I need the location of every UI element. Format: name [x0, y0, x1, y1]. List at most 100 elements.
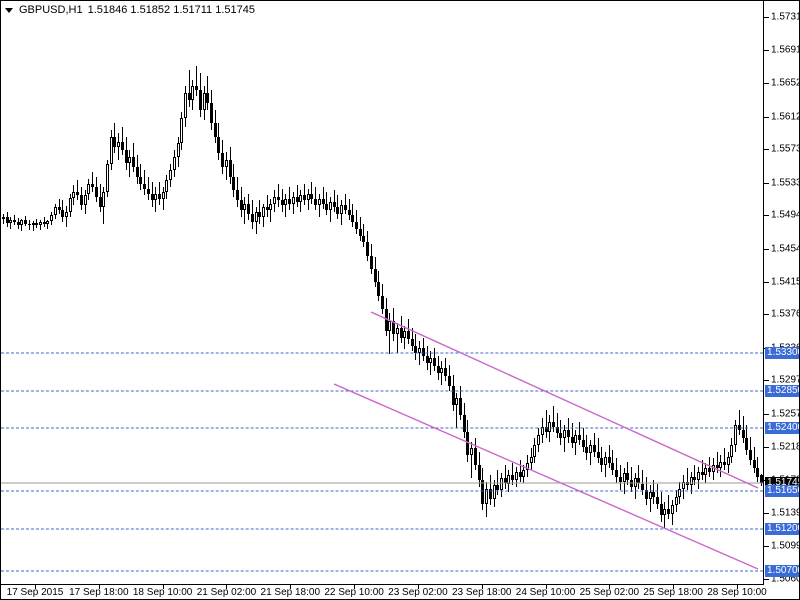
price-tick-label: 1.54150	[771, 276, 799, 288]
chart-header: GBPUSD,H1 1.51846 1.51852 1.51711 1.5174…	[5, 3, 255, 17]
candle-body-bearish	[552, 421, 555, 427]
price-tick	[764, 83, 769, 85]
candle-wick	[650, 485, 651, 512]
candle-wick	[709, 456, 710, 477]
time-tick	[737, 584, 738, 589]
candle-wick	[278, 183, 279, 208]
candle-body-bearish	[199, 89, 202, 110]
time-tick	[354, 584, 356, 589]
candle-body-bearish	[463, 414, 466, 432]
candle-body-bearish	[459, 398, 462, 415]
candle-body-bullish	[165, 180, 168, 192]
candle-body-bearish	[61, 210, 64, 218]
candle-body-bullish	[697, 471, 700, 481]
candle-body-bearish	[407, 331, 410, 340]
candle-body-bearish	[210, 103, 213, 124]
candle-body-bullish	[284, 198, 287, 206]
candle-wick	[144, 170, 145, 196]
candle-wick	[664, 501, 665, 529]
price-tick-label: 1.50990	[771, 540, 799, 552]
candle-body-bearish	[611, 463, 614, 471]
candle-wick	[47, 219, 48, 229]
price-tick-label: 1.53760	[771, 308, 799, 320]
candle-body-bearish	[195, 86, 198, 90]
candle-body-bullish	[9, 219, 12, 223]
price-level-line-1.51650[interactable]	[1, 490, 763, 492]
candle-wick	[319, 193, 320, 218]
candle-body-bullish	[72, 191, 75, 198]
candle-body-bullish	[262, 207, 265, 218]
candle-body-bullish	[388, 320, 391, 332]
candle-body-bearish	[370, 255, 373, 270]
price-tick	[764, 182, 769, 184]
candle-wick	[430, 351, 431, 375]
candle-wick	[21, 218, 22, 231]
candle-body-bearish	[585, 446, 588, 454]
candle-body-bullish	[39, 222, 42, 225]
price-tick	[764, 546, 769, 548]
price-tick-label: 1.51390	[771, 507, 799, 519]
candle-wick	[129, 150, 130, 177]
candle-body-bearish	[158, 193, 161, 199]
price-level-line-1.52400[interactable]	[1, 427, 763, 429]
candle-body-bullish	[20, 220, 23, 225]
candle-body-bearish	[708, 468, 711, 472]
price-level-line-1.51200[interactable]	[1, 528, 763, 530]
candle-body-bearish	[567, 429, 570, 437]
candle-wick	[244, 197, 245, 224]
candle-body-bullish	[403, 331, 406, 338]
candle-wick	[163, 186, 164, 211]
candle-body-bearish	[314, 198, 317, 206]
time-tick	[481, 584, 483, 589]
price-tag-1.52400: 1.52400	[765, 422, 799, 435]
upper-channel-line[interactable]	[370, 311, 759, 489]
candle-body-bullish	[87, 183, 90, 195]
price-level-line-1.53300[interactable]	[1, 352, 763, 354]
candle-body-bearish	[251, 213, 254, 223]
time-tick	[35, 584, 36, 589]
candle-body-bullish	[500, 478, 503, 491]
candle-wick	[471, 441, 472, 479]
caret-down-icon[interactable]	[5, 7, 13, 13]
time-tick-label: 23 Sep 18:00	[451, 587, 512, 598]
candle-body-bearish	[344, 205, 347, 211]
candle-wick	[356, 210, 357, 234]
candle-body-bearish	[619, 476, 622, 482]
time-tick-label: 21 Sep 18:00	[260, 587, 321, 598]
candle-wick	[739, 409, 740, 435]
candle-wick	[334, 190, 335, 213]
candle-body-bullish	[243, 203, 246, 211]
candle-body-bearish	[266, 207, 269, 211]
candle-body-bullish	[162, 191, 165, 199]
candle-body-bearish	[76, 191, 79, 196]
candle-body-bullish	[470, 448, 473, 455]
candle-wick	[59, 198, 60, 214]
candle-body-bearish	[693, 476, 696, 481]
candle-body-bearish	[444, 367, 447, 377]
candle-body-bullish	[396, 327, 399, 335]
price-tick	[764, 248, 769, 250]
candle-body-bullish	[255, 212, 258, 223]
candle-body-bullish	[318, 198, 321, 206]
candle-body-bullish	[563, 429, 566, 439]
chart-plot-area[interactable]	[1, 1, 763, 579]
price-level-line-1.52850[interactable]	[1, 390, 763, 392]
candle-wick	[702, 460, 703, 481]
candle-body-bearish	[95, 186, 98, 197]
price-level-line-1.50700[interactable]	[1, 570, 763, 572]
candle-body-bearish	[151, 193, 154, 201]
candle-body-bearish	[296, 197, 299, 203]
candle-body-bearish	[742, 429, 745, 439]
candle-body-bullish	[704, 468, 707, 476]
candle-body-bullish	[712, 465, 715, 472]
time-tick	[226, 584, 228, 589]
price-axis[interactable]: 1.57310 1.56910 1.56520 1.56120 1.55730 1.553…	[764, 1, 799, 585]
time-tick-label: 24 Sep 10:00	[515, 587, 576, 598]
candle-body-bearish	[43, 222, 46, 224]
price-tick-label: 1.54540	[771, 243, 799, 255]
price-tick-label: 1.57310	[771, 11, 799, 23]
candle-wick	[10, 217, 11, 229]
candle-body-bearish	[652, 491, 655, 497]
price-level-line-1.51745[interactable]	[1, 482, 763, 484]
candle-body-bullish	[54, 207, 57, 215]
